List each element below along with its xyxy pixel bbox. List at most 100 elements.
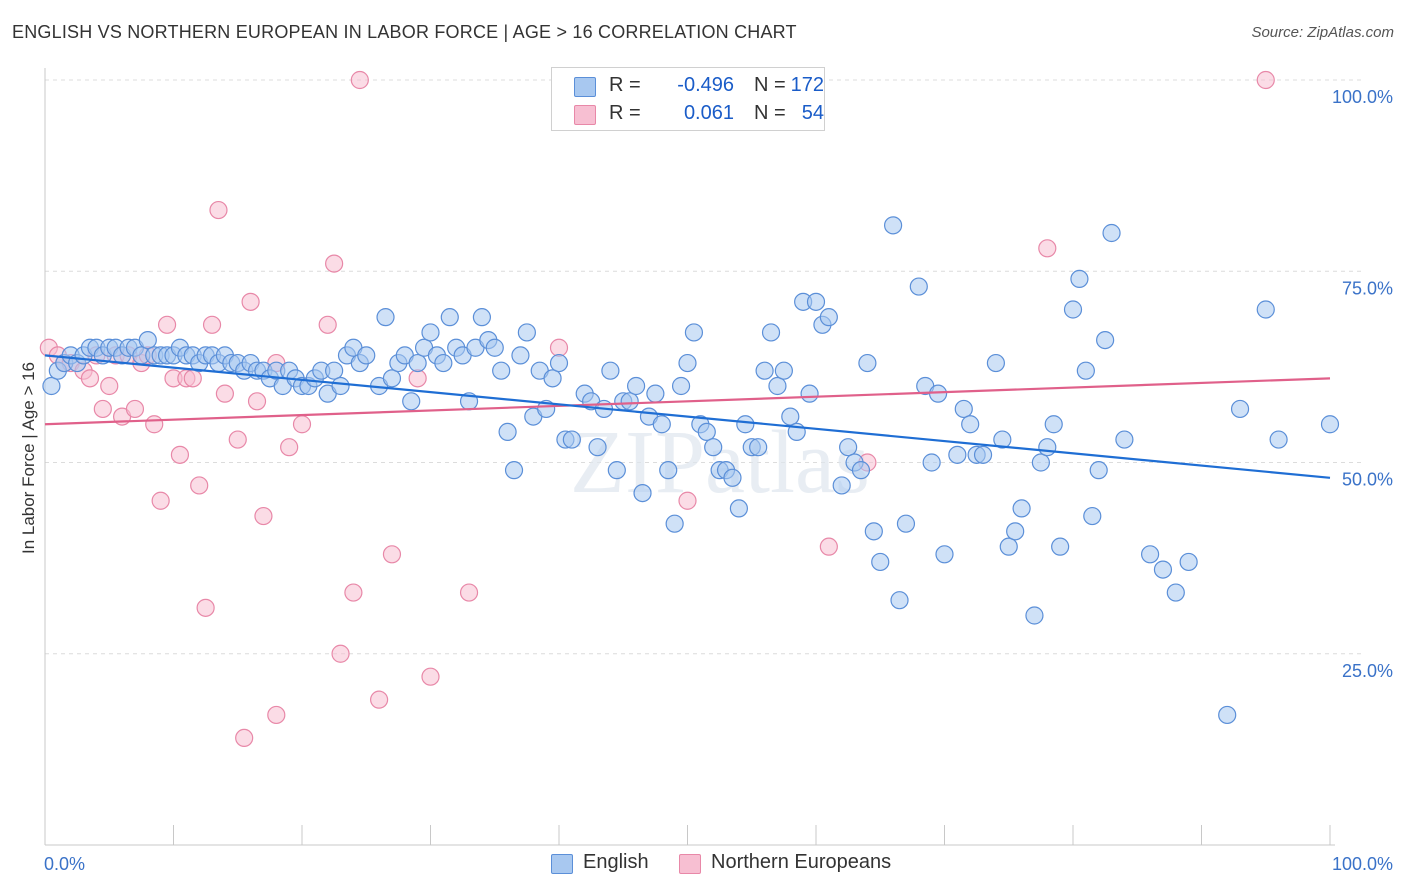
legend: R = -0.496 N = 172 R = 0.061 N = 54: [551, 67, 825, 131]
english-point: [549, 353, 569, 373]
english-point: [1102, 223, 1121, 243]
english-point: [999, 537, 1018, 556]
english-point: [697, 422, 716, 441]
northern-point: [93, 399, 112, 419]
english-point: [954, 399, 973, 419]
english-point: [382, 369, 402, 388]
y-tick-label: 75.0%: [1342, 278, 1393, 298]
english-point: [729, 499, 749, 518]
english-point: [1031, 453, 1050, 472]
northern-point: [408, 369, 427, 388]
english-point: [402, 392, 421, 411]
english-point: [562, 430, 581, 449]
english-point: [408, 353, 427, 373]
northern-point: [325, 254, 344, 273]
english-point: [781, 407, 800, 426]
bottom-legend-swatch-english: [551, 854, 573, 874]
english-point: [588, 438, 607, 457]
english-point: [1218, 705, 1237, 725]
northern-point: [331, 644, 350, 663]
english-point: [684, 323, 704, 342]
legend-r-label: R =: [609, 102, 641, 124]
english-point: [376, 308, 395, 327]
northern-point: [151, 491, 170, 510]
legend-n-value: 54: [801, 102, 824, 124]
english-point: [543, 369, 562, 388]
english-point: [864, 522, 883, 541]
northern-point: [344, 583, 363, 602]
northern-point: [215, 384, 234, 403]
english-point: [986, 353, 1006, 373]
northern-point: [202, 315, 222, 334]
english-point: [440, 308, 459, 327]
english-point: [659, 461, 678, 480]
english-point: [42, 376, 61, 396]
english-point: [607, 461, 626, 480]
english-point: [761, 323, 781, 342]
northern-point: [125, 399, 145, 419]
northern-point: [318, 315, 337, 334]
english-point: [858, 353, 877, 373]
english-trend-line: [44, 354, 1331, 479]
chart-title: ENGLISH VS NORTHERN EUROPEAN IN LABOR FO…: [12, 22, 797, 42]
english-point: [601, 361, 620, 380]
english-point: [1153, 560, 1173, 579]
english-point: [492, 361, 511, 380]
english-point: [485, 338, 504, 357]
english-point: [774, 361, 793, 380]
northern-point: [267, 705, 286, 725]
northern-point: [819, 537, 838, 556]
legend-swatch-northern: [574, 105, 596, 125]
legend-n-label: N =: [754, 102, 786, 124]
english-point: [671, 376, 691, 396]
english-point: [626, 376, 646, 396]
trend-lines: [44, 354, 1331, 479]
english-point: [851, 461, 871, 480]
english-point: [325, 361, 344, 380]
northern-point: [157, 315, 177, 334]
northern-point: [549, 338, 569, 357]
northern-point: [350, 70, 369, 90]
english-point: [517, 323, 536, 342]
english-point: [1115, 430, 1134, 449]
legend-n-value: 172: [790, 74, 824, 96]
english-point: [472, 308, 491, 327]
english-point: [948, 445, 967, 464]
english-point: [652, 415, 671, 434]
english-point: [1256, 300, 1275, 319]
bottom-legend-northern: Northern Europeans: [711, 851, 892, 873]
english-point: [1038, 438, 1057, 457]
english-point: [1096, 331, 1115, 350]
english-point: [665, 514, 684, 533]
northern-point: [170, 445, 190, 464]
english-point: [749, 438, 768, 457]
northern-point: [241, 292, 260, 311]
english-point: [909, 277, 928, 296]
northern-point: [145, 415, 164, 434]
bottom-legend-swatch-northern: [679, 854, 701, 874]
english-point: [935, 545, 954, 564]
northern-point: [370, 690, 389, 709]
english-point: [922, 453, 941, 472]
english-point: [832, 476, 851, 495]
x-tick-label: 0.0%: [44, 854, 85, 874]
english-point: [537, 399, 556, 419]
northern-point: [280, 438, 299, 457]
northern-point: [1038, 239, 1057, 258]
english-point: [1051, 537, 1070, 556]
english-point: [736, 415, 755, 434]
english-points: [42, 216, 1340, 725]
english-point: [993, 430, 1012, 449]
english-point: [806, 292, 826, 311]
northern-point: [228, 430, 247, 449]
northern-trend-line: [44, 377, 1331, 426]
english-point: [1140, 545, 1160, 564]
northern-point: [80, 369, 100, 388]
english-point: [1089, 461, 1108, 480]
northern-point: [190, 476, 209, 495]
y-tick-label: 50.0%: [1342, 470, 1393, 490]
english-point: [1006, 522, 1025, 541]
english-point: [633, 484, 652, 503]
english-point: [646, 384, 665, 403]
